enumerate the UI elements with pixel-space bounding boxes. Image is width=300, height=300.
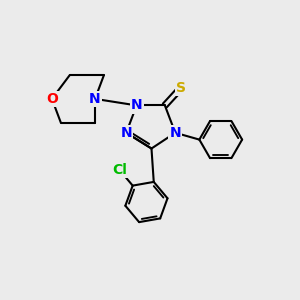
Text: N: N (169, 126, 181, 140)
Text: N: N (131, 98, 142, 112)
Text: Cl: Cl (112, 163, 127, 177)
Text: N: N (89, 92, 101, 106)
Text: O: O (46, 92, 58, 106)
Text: S: S (176, 81, 186, 94)
Text: N: N (120, 126, 132, 140)
